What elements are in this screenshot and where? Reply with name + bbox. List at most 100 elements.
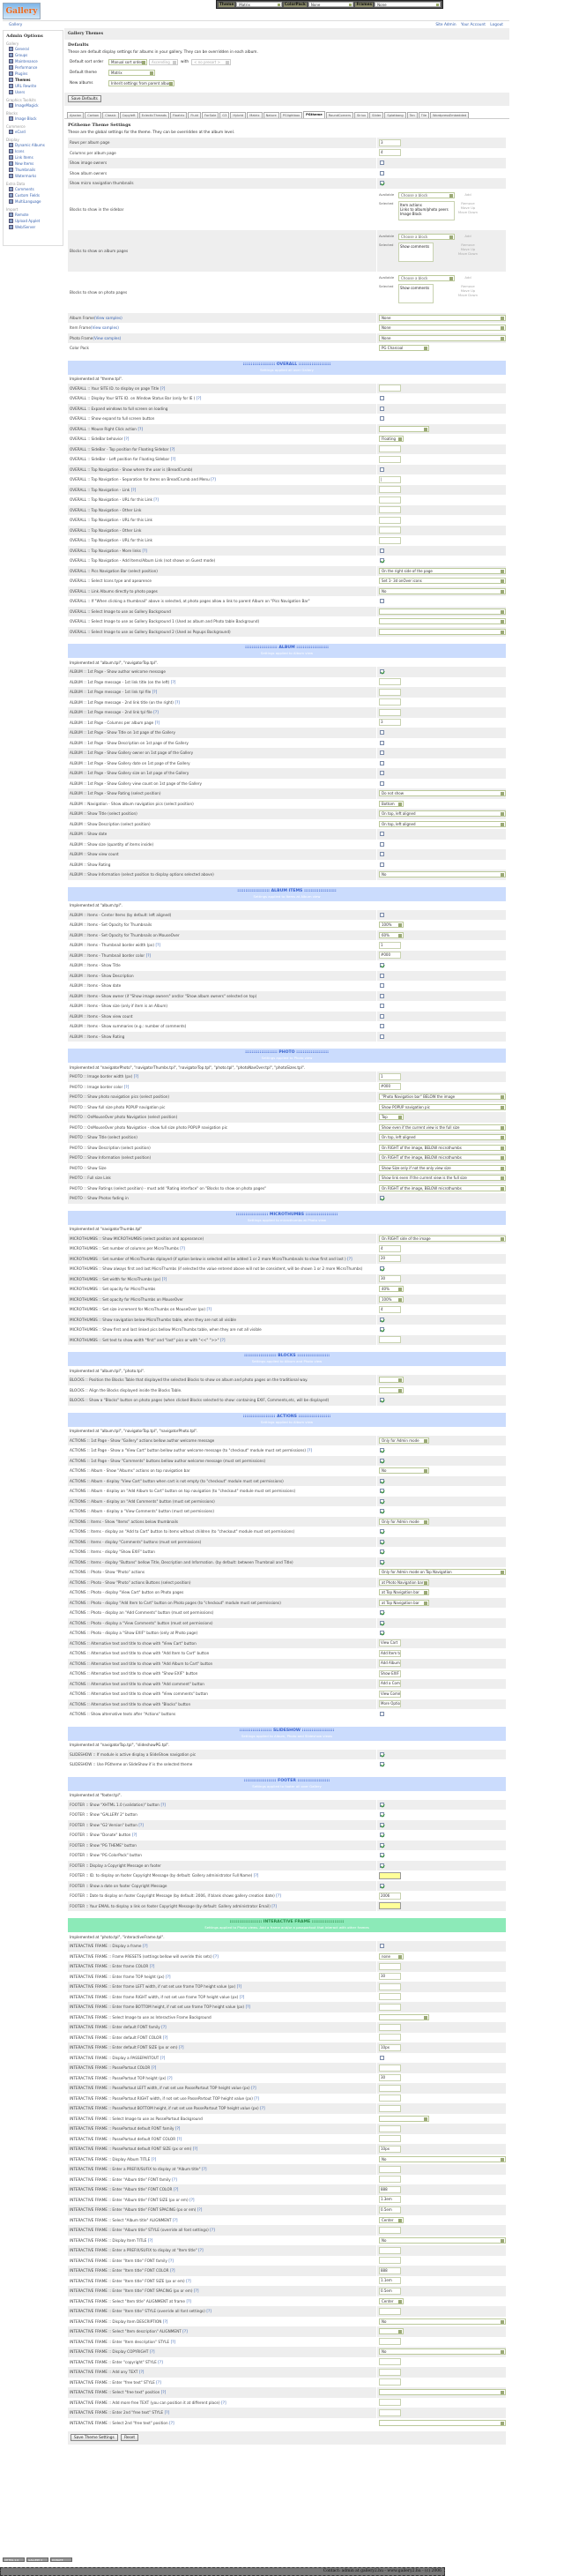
text-input[interactable] xyxy=(379,2226,401,2234)
help-link[interactable]: [?] xyxy=(176,2136,182,2141)
select-dropdown[interactable]: 60% xyxy=(379,931,404,938)
tab-nature[interactable]: Nature xyxy=(263,112,279,118)
save-theme-settings-button[interactable]: Save Theme Settings xyxy=(70,2434,118,2441)
tab-carbon[interactable]: Carbon xyxy=(85,112,102,118)
text-input[interactable] xyxy=(379,2368,401,2376)
select-dropdown[interactable]: On RIGHT of the image, BELOW microthumbs xyxy=(379,1184,506,1191)
checkbox[interactable] xyxy=(380,1833,384,1838)
help-link[interactable]: [?] xyxy=(151,2065,157,2071)
text-input[interactable] xyxy=(379,688,401,696)
help-link[interactable]: [?] xyxy=(123,1084,130,1089)
help-link[interactable]: [?] xyxy=(220,1337,226,1342)
select-dropdown[interactable]: On RIGHT of the image, BELOW microthumbs xyxy=(379,1154,506,1161)
help-link[interactable]: [?] xyxy=(174,699,180,705)
select-dropdown[interactable]: On top, left aligned xyxy=(379,1134,506,1141)
view-samples-link[interactable]: (View samples) xyxy=(90,325,119,331)
help-link[interactable]: [?] xyxy=(245,2005,251,2010)
help-link[interactable]: [?] xyxy=(198,2248,204,2253)
help-link[interactable]: [?] xyxy=(167,2075,173,2080)
remove-button[interactable]: Remove xyxy=(461,200,475,205)
help-link[interactable]: [?] xyxy=(133,1074,139,1079)
select-dropdown[interactable]: Show Size only if not the only view size xyxy=(379,1164,506,1171)
text-input[interactable] xyxy=(379,455,401,463)
help-link[interactable]: [?] xyxy=(160,2390,167,2395)
text-input[interactable]: 4 xyxy=(379,1305,401,1313)
help-link[interactable]: [?] xyxy=(189,2197,195,2202)
checkbox[interactable] xyxy=(380,983,384,989)
selected-blocks-list[interactable]: Show comments xyxy=(398,242,434,262)
text-input[interactable] xyxy=(379,2023,401,2031)
help-link[interactable]: [?] xyxy=(307,1448,313,1453)
site-admin-link[interactable]: Site Admin xyxy=(435,22,456,27)
sidebar-item-users[interactable]: Users xyxy=(6,89,60,95)
text-input[interactable] xyxy=(379,2257,401,2265)
help-link[interactable]: [?] xyxy=(147,2237,153,2243)
text-input[interactable] xyxy=(379,1993,401,2001)
checkbox[interactable] xyxy=(380,993,384,998)
select-dropdown[interactable] xyxy=(379,2013,429,2020)
selected-block-item[interactable]: Show comments xyxy=(400,243,430,249)
sidebar-item-new-items[interactable]: New Items xyxy=(6,161,60,167)
sidebar-item-custom-fields[interactable]: Custom Fields xyxy=(6,192,60,198)
help-link[interactable]: [?] xyxy=(276,1893,281,1899)
sidebar-item-web-server[interactable]: Web/Server xyxy=(6,224,60,230)
select-dropdown[interactable]: Only for Admin mode on Top Navigation xyxy=(379,1569,506,1576)
select-dropdown[interactable]: No xyxy=(379,587,506,594)
help-link[interactable]: [?] xyxy=(137,426,143,431)
text-input[interactable] xyxy=(379,2135,401,2143)
select-dropdown[interactable]: No xyxy=(379,871,506,878)
help-link[interactable]: [?] xyxy=(142,548,147,553)
checkbox[interactable] xyxy=(380,750,384,756)
sidebar-item-maintenance[interactable]: Maintenance xyxy=(6,58,60,64)
help-link[interactable]: [?] xyxy=(251,2086,256,2091)
checkbox[interactable] xyxy=(380,161,384,166)
move-up-button[interactable]: Move Up xyxy=(460,205,476,210)
text-input[interactable] xyxy=(379,708,401,716)
select-dropdown[interactable]: Do not show xyxy=(379,790,506,797)
move-down-button[interactable]: Move Down xyxy=(457,292,479,297)
sidebar-item-performance[interactable]: Performance xyxy=(6,64,60,71)
tab-copyleft[interactable]: Copyleft xyxy=(119,112,138,118)
text-input[interactable]: 30 xyxy=(379,1973,401,1981)
available-blocks-select[interactable]: Choose a block xyxy=(398,191,455,198)
tab-hybrid[interactable]: Hybrid xyxy=(230,112,247,118)
text-input[interactable]: 3 xyxy=(379,719,401,727)
help-link[interactable]: [?] xyxy=(150,2349,155,2355)
text-input[interactable] xyxy=(379,1962,401,1970)
text-input[interactable] xyxy=(379,2064,401,2072)
tab-g3[interactable]: G3 xyxy=(219,112,230,118)
tab-fluid[interactable]: Fluid xyxy=(188,112,201,118)
gallery-2-badge[interactable]: GALLERY 2 xyxy=(26,2557,48,2562)
help-link[interactable]: [?] xyxy=(182,2329,188,2334)
select-dropdown[interactable]: Floating xyxy=(379,436,404,443)
checkbox[interactable] xyxy=(380,599,384,604)
help-link[interactable]: [?] xyxy=(160,2055,166,2060)
checkbox[interactable] xyxy=(380,396,384,401)
checkbox[interactable] xyxy=(380,730,384,735)
text-input[interactable] xyxy=(379,1982,401,1990)
text-input[interactable]: 30 xyxy=(379,1275,401,1283)
colorpack-select[interactable]: None xyxy=(308,2,354,7)
help-link[interactable]: [?] xyxy=(149,1964,155,1969)
checkbox[interactable] xyxy=(380,1762,384,1767)
help-link[interactable]: [?] xyxy=(169,2420,174,2425)
sort-direction-select[interactable]: Ascending xyxy=(149,58,178,65)
select-dropdown[interactable] xyxy=(379,618,506,625)
help-link[interactable]: [?] xyxy=(253,1873,259,1878)
text-input[interactable] xyxy=(379,2003,401,2011)
select-dropdown[interactable]: On RIGHT side of the image xyxy=(379,1235,506,1242)
help-link[interactable]: [?] xyxy=(151,2156,157,2162)
text-input[interactable] xyxy=(379,2399,401,2407)
sidebar-item-dynamic-albums[interactable]: Dynamic Albums xyxy=(6,142,60,148)
selected-blocks-list[interactable]: Item actions Links to album/photo peers Im… xyxy=(398,200,455,220)
checkbox[interactable] xyxy=(380,406,384,411)
sidebar-item-image-block[interactable]: Image Block xyxy=(6,116,60,122)
checkbox[interactable] xyxy=(380,1327,384,1333)
sidebar-item-url-rewrite[interactable]: URL Rewrite xyxy=(6,83,60,89)
checkbox[interactable] xyxy=(380,1398,384,1403)
text-input[interactable] xyxy=(379,678,401,686)
help-link[interactable]: [?] xyxy=(174,2126,181,2132)
select-dropdown[interactable]: Show link even if the current view is th… xyxy=(379,1175,506,1182)
text-input[interactable]: Add a Comment xyxy=(379,1680,401,1688)
sidebar-item-plugins[interactable]: Plugins xyxy=(6,71,60,77)
